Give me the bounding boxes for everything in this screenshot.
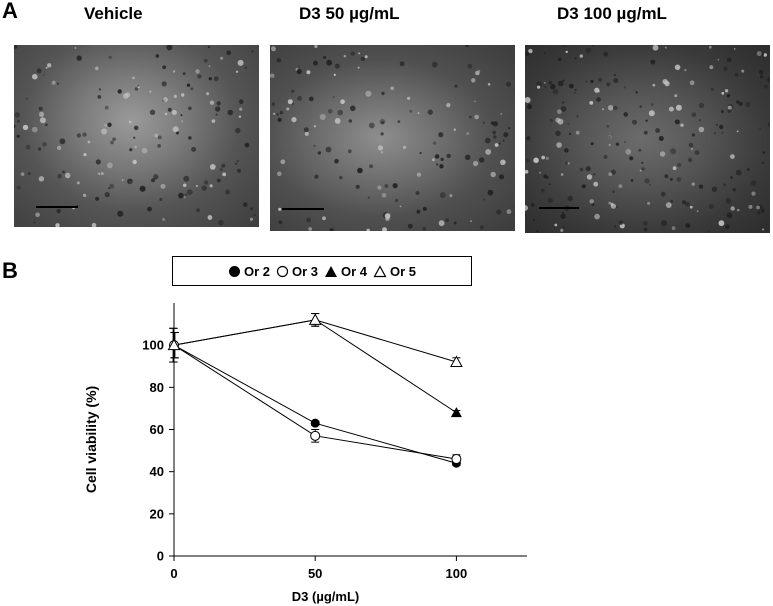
- open-triangle-marker-icon: [373, 264, 387, 277]
- x-tick-label: 100: [446, 566, 468, 581]
- panel-a-label: A: [2, 0, 18, 23]
- image-title-vehicle: Vehicle: [84, 4, 143, 23]
- y-tick-label: 40: [150, 464, 164, 479]
- y-tick-label: 60: [150, 422, 164, 437]
- legend-item-or4: Or 4: [324, 264, 367, 279]
- filled-triangle-marker-icon: [325, 265, 337, 277]
- series-line-or-4: [173, 319, 457, 414]
- legend-label-or5: Or 5: [390, 263, 417, 279]
- series-line-or-2: [173, 344, 457, 464]
- data-point-or-5: [308, 313, 322, 325]
- chart-legend: Or 2 Or 3 Or 4 Or 5: [172, 256, 472, 286]
- image-title-d3-50: D3 50 µg/mL: [299, 4, 400, 23]
- scale-bar: [539, 207, 579, 209]
- legend-label-or2: Or 2: [243, 263, 270, 279]
- x-tick-label: 0: [170, 566, 177, 581]
- cell-speckle-texture: [270, 45, 512, 231]
- cell-speckle-texture: [525, 45, 770, 233]
- legend-item-or3: Or 3: [276, 264, 318, 279]
- y-tick-label: 80: [150, 380, 164, 395]
- data-point-or-4: [450, 407, 462, 418]
- data-point-or-2: [310, 418, 320, 428]
- y-tick-label: 20: [150, 506, 164, 521]
- cell-speckle-texture: [14, 45, 256, 227]
- micrograph-d3-100: [525, 45, 770, 233]
- data-point-or-3: [310, 430, 321, 441]
- scale-bar: [36, 206, 78, 208]
- data-point-or-5: [167, 338, 181, 351]
- x-tick-label: 50: [308, 566, 322, 581]
- y-tick-label: 100: [142, 338, 164, 353]
- image-title-d3-100: D3 100 µg/mL: [557, 4, 667, 23]
- legend-label-or3: Or 3: [291, 263, 318, 279]
- micrograph-vehicle: [14, 45, 259, 227]
- panel-b-label: B: [2, 258, 18, 283]
- scale-bar: [282, 208, 324, 210]
- data-point-or-5: [450, 355, 463, 368]
- legend-item-or5: Or 5: [373, 264, 416, 279]
- filled-circle-marker-icon: [228, 265, 240, 277]
- data-point-or-3: [451, 454, 462, 465]
- legend-item-or2: Or 2: [228, 264, 270, 279]
- y-axis-label: Cell viability (%): [83, 386, 99, 493]
- open-circle-marker-icon: [276, 265, 289, 277]
- micrograph-d3-50: [270, 45, 515, 231]
- y-tick-label: 0: [157, 549, 164, 564]
- legend-label-or4: Or 4: [341, 263, 368, 279]
- x-axis-label: D3 (µg/mL): [292, 589, 359, 604]
